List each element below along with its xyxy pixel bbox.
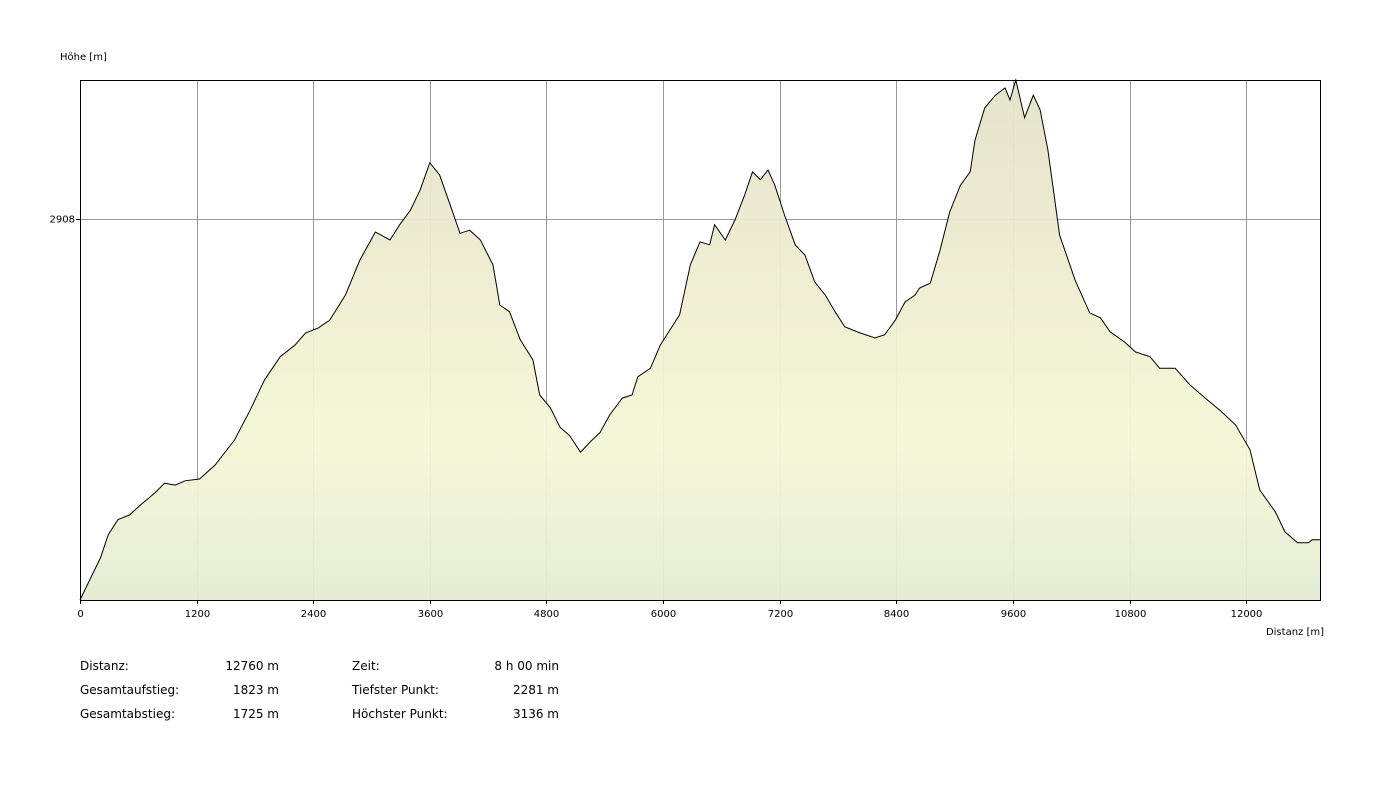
stat-value: 1823 m: [232, 683, 279, 697]
stat-label: Gesamtabstieg:: [80, 707, 175, 721]
x-tick-label: 12000: [1231, 609, 1263, 620]
stat-label: Distanz:: [80, 659, 129, 673]
x-tick-label: 10800: [1115, 609, 1147, 620]
stat-value: 12760 m: [225, 659, 279, 673]
plot-frame: [80, 80, 1321, 601]
x-tick-label: 9600: [1001, 609, 1026, 620]
stat-value: 1725 m: [232, 707, 279, 721]
x-tick-label: 2400: [301, 609, 326, 620]
stat-value: 2281 m: [512, 683, 559, 697]
y-tick-label: 2908: [50, 215, 75, 226]
elevation-line: [79, 78, 1320, 601]
y-axis-label: Höhe [m]: [60, 52, 107, 63]
stat-label: Zeit:: [352, 659, 380, 673]
stat-label: Höchster Punkt:: [352, 707, 448, 721]
stat-value: 3136 m: [512, 707, 559, 721]
elevation-area: [80, 80, 1320, 600]
x-tick-label: 8400: [884, 609, 909, 620]
x-tick-label: 7200: [768, 609, 793, 620]
x-tick-label: 1200: [185, 609, 210, 620]
stat-value: 8 h 00 min: [494, 659, 559, 673]
stat-label: Tiefster Punkt:: [352, 683, 439, 697]
x-tick-label: 4800: [534, 609, 559, 620]
x-tick-label: 3600: [418, 609, 443, 620]
stat-label: Gesamtaufstieg:: [80, 683, 180, 697]
x-axis-label: Distanz [m]: [1266, 627, 1324, 638]
x-tick-label: 6000: [651, 609, 676, 620]
x-tick-label: 0: [77, 609, 83, 620]
